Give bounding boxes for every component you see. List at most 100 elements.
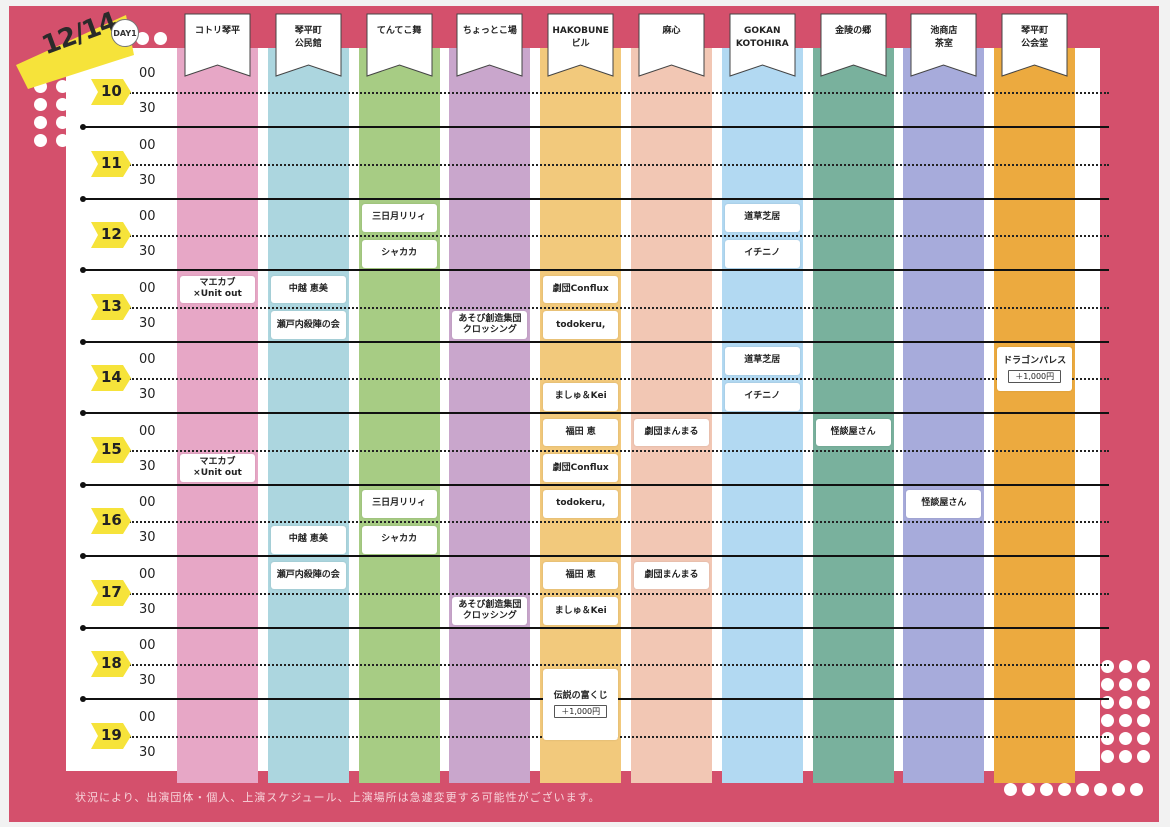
event-card: todokeru,: [543, 490, 619, 518]
hour-tag: 19: [91, 722, 133, 749]
event-title: 道草芝居: [744, 355, 781, 366]
event-title: 瀬戸内殺陣の会: [276, 319, 340, 330]
event-title: あそび創造集団: [458, 600, 522, 611]
event-card: 道草芝居: [724, 347, 800, 375]
venue-name: コトリ琴平: [194, 26, 240, 36]
hour-tag-shape: [91, 722, 131, 749]
banner-shape: [184, 13, 251, 77]
event-title: ましゅ＆Kei: [554, 391, 607, 402]
hour-line-start: [80, 696, 86, 702]
event-card: あそび創造集団 クロッシング: [452, 597, 528, 625]
decorative-dot: [1058, 783, 1071, 796]
event-title: ましゅ＆Kei: [554, 605, 607, 616]
event-title: todokeru,: [556, 498, 606, 509]
event-title: 道草芝居: [744, 212, 781, 223]
decorative-dot: [1101, 714, 1114, 727]
decorative-dot: [1076, 783, 1089, 796]
event-title: 中越 恵美: [288, 283, 328, 294]
event-title: 劇団まんまる: [644, 426, 699, 437]
venue-column: [812, 48, 894, 783]
decorative-dot: [56, 98, 69, 111]
hour-label: 14: [101, 368, 122, 386]
event-card: 福田 恵: [543, 418, 619, 447]
event-title: イチニノ: [744, 248, 781, 259]
event-title: 怪談屋さん: [830, 426, 876, 437]
hour-tag-shape: [91, 150, 131, 177]
minute-label: 30: [139, 458, 156, 474]
minute-label: 30: [139, 101, 156, 116]
event-card: 伝説の富くじ ＋1,000円: [543, 668, 619, 741]
minute-label: 30: [139, 601, 156, 617]
venue-column: [903, 48, 985, 783]
hour-line-start: [80, 195, 86, 202]
decorative-dot: [1094, 783, 1107, 796]
minute-label: 30: [139, 744, 156, 760]
event-title: todokeru,: [556, 319, 606, 330]
venue-name: HAKOBUNE ビル: [552, 26, 609, 49]
event-title: 福田 恵: [565, 426, 596, 437]
venue-column: [721, 48, 803, 783]
venue-name: 琴平町 公民館: [294, 26, 322, 49]
venue-name: ちょっとこ場: [462, 26, 517, 36]
minute-label: 00: [139, 638, 156, 653]
hour-tag: 12: [91, 222, 133, 248]
hour-tag-shape: [91, 222, 131, 248]
banner-shape: [638, 13, 705, 77]
hour-line-start: [80, 624, 86, 631]
hour-line-start: [80, 481, 86, 488]
hour-line-start: [80, 553, 86, 559]
hour-tag-shape: [91, 651, 131, 677]
decorative-dot: [1137, 750, 1150, 763]
venue-header: 琴平町 公会堂: [1001, 13, 1068, 77]
decorative-dot: [1101, 750, 1114, 763]
event-card: ましゅ＆Kei: [543, 597, 619, 625]
minute-label: 00: [139, 495, 156, 510]
venue-header: HAKOBUNE ビル: [547, 13, 614, 77]
minute-label: 00: [139, 209, 156, 224]
venue-name: GOKAN KOTOHIRA: [735, 26, 789, 49]
minute-label: 00: [139, 566, 156, 582]
event-card: あそび創造集団 クロッシング: [452, 311, 528, 339]
hour-line: [82, 126, 1109, 128]
hour-tag-shape: [91, 365, 131, 391]
event-card: ドラゴンパレス ＋1,000円: [997, 347, 1073, 391]
hour-tag: 16: [91, 508, 133, 534]
hour-label: 13: [101, 296, 122, 315]
hour-line-start: [80, 267, 86, 273]
hour-tag-shape: [91, 436, 131, 463]
hour-tag-shape: [91, 508, 131, 534]
hour-tag: 13: [91, 293, 133, 320]
hour-tag: 18: [91, 651, 133, 677]
decorative-dot: [136, 32, 149, 45]
hour-tag-shape: [91, 579, 131, 606]
hour-line: [82, 483, 1109, 486]
venue-name: 金陵の郷: [835, 26, 872, 36]
minute-label: 00: [139, 66, 156, 81]
decorative-dot: [1119, 750, 1132, 763]
hour-line-start: [80, 124, 86, 130]
decorative-dot: [78, 80, 91, 93]
event-card: マエカブ ×Unit out: [180, 275, 255, 304]
decorative-dot: [1119, 696, 1132, 709]
event-card: 三日月リリィ: [361, 490, 437, 518]
half-hour-line: [129, 592, 1109, 595]
half-hour-line: [129, 92, 1109, 94]
hour-label: 17: [101, 582, 122, 601]
decorative-dot: [78, 98, 91, 111]
venue-column: [177, 48, 258, 783]
decorative-dot: [56, 80, 69, 93]
minute-label: 00: [139, 352, 156, 367]
event-price: ＋1,000円: [1008, 369, 1062, 383]
venue-header: 池商店 茶室: [910, 13, 977, 77]
half-hour-line: [129, 521, 1109, 523]
hour-label: 11: [101, 153, 122, 172]
event-title: クロッシング: [462, 611, 517, 622]
banner-shape: [1001, 13, 1068, 77]
decorative-dot: [34, 116, 47, 129]
decorative-dot: [1101, 732, 1114, 745]
event-card: 劇団まんまる: [634, 418, 709, 447]
venue-column: [994, 48, 1076, 783]
banner-shape: [456, 13, 523, 77]
banner-shape: [275, 13, 342, 77]
event-card: 怪談屋さん: [815, 418, 891, 447]
